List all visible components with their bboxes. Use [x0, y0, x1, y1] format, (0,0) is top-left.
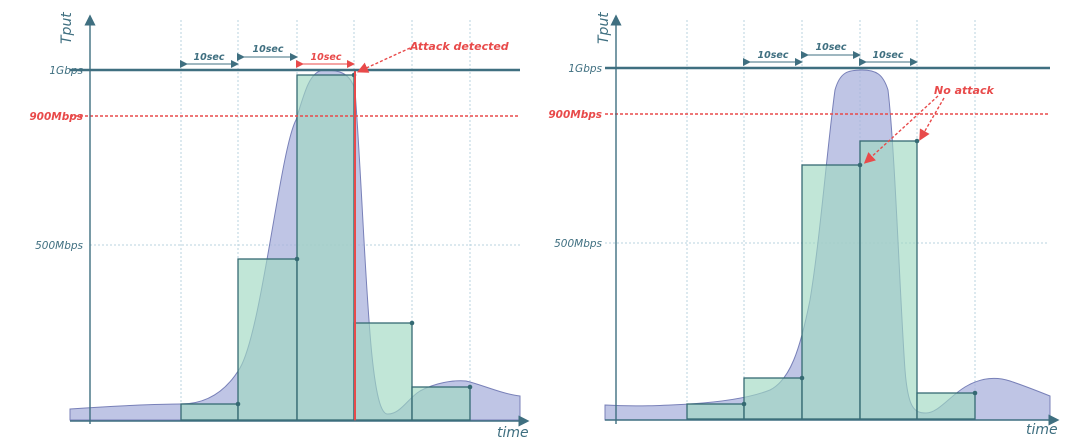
right-window-label-2: 10sec	[816, 42, 847, 53]
left-bar-5	[411, 386, 471, 421]
left-bar-3	[296, 74, 355, 421]
right-bar-1	[686, 403, 745, 420]
left-xlabel: time	[497, 425, 529, 441]
right-bar-3	[801, 164, 861, 420]
right-annotation: No attack	[934, 84, 994, 97]
left-bar-4	[353, 322, 413, 421]
left-tick-500mbps: 500Mbps	[35, 240, 83, 252]
right-window-label-1: 10sec	[758, 50, 789, 61]
right-window-label-3: 10sec	[873, 50, 904, 61]
left-panel: Tput time 1Gbps 900Mbps 500Mbps 10sec 10…	[29, 12, 530, 441]
left-window-label-1: 10sec	[194, 52, 225, 63]
left-window-bars	[180, 74, 471, 421]
left-ylabel: Tput	[59, 12, 75, 44]
left-bar-2	[237, 258, 298, 421]
right-tick-1gbps: 1Gbps	[568, 63, 602, 75]
right-tick-500mbps: 500Mbps	[554, 238, 602, 250]
right-ylabel: Tput	[596, 12, 612, 44]
right-bar-2	[743, 377, 803, 420]
left-bar-1	[180, 403, 239, 421]
left-annotation: Attack detected	[409, 40, 509, 53]
right-window-bars	[686, 140, 976, 420]
right-xlabel: time	[1026, 422, 1058, 438]
right-bar-5	[916, 392, 976, 420]
left-window-label-3: 10sec	[311, 52, 342, 63]
right-tick-900mbps: 900Mbps	[548, 109, 602, 121]
right-panel: Tput time 1Gbps 900Mbps 500Mbps 10sec 10…	[548, 12, 1060, 438]
left-tick-900mbps: 900Mbps	[29, 111, 83, 123]
right-bar-4	[859, 140, 918, 420]
left-tick-1gbps: 1Gbps	[49, 65, 83, 77]
left-window-label-2: 10sec	[253, 44, 284, 55]
